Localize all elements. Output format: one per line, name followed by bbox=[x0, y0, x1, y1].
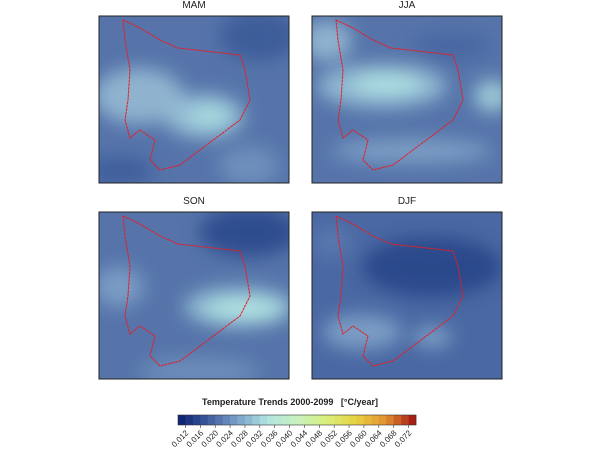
colorbar-cell bbox=[401, 415, 409, 425]
colorbar-cell bbox=[349, 415, 357, 425]
colorbar-cell bbox=[282, 415, 290, 425]
colorbar-title: Temperature Trends 2000-2099 [°C/year] bbox=[202, 397, 378, 407]
colorbar-cell bbox=[237, 415, 246, 425]
colorbar-cell bbox=[274, 415, 283, 425]
colorbar-cell bbox=[297, 415, 305, 425]
colorbar-cell bbox=[185, 415, 194, 425]
colorbar-cell bbox=[408, 415, 417, 425]
colorbar-cell bbox=[289, 415, 298, 425]
colorbar-cell bbox=[259, 415, 268, 425]
colorbar-cell bbox=[192, 415, 201, 425]
colorbar: 0.0120.0160.0200.0240.0280.0320.0360.040… bbox=[170, 414, 417, 449]
colorbar-cell bbox=[311, 415, 320, 425]
field bbox=[312, 212, 502, 379]
panel-jja: JJA bbox=[311, 0, 503, 184]
colorbar-cell bbox=[371, 415, 380, 425]
field bbox=[312, 16, 502, 183]
colorbar-cell bbox=[267, 415, 275, 425]
colorbar-cell bbox=[378, 415, 387, 425]
colorbar-cell bbox=[222, 415, 231, 425]
panel-djf: DJF bbox=[311, 196, 503, 380]
frame bbox=[311, 211, 503, 380]
panel-title: DJF bbox=[398, 196, 416, 207]
colorbar-cell bbox=[334, 415, 342, 425]
colorbar-cell bbox=[215, 415, 223, 425]
colorbar-cell bbox=[304, 415, 313, 425]
frame bbox=[98, 15, 290, 184]
colorbar-cell bbox=[341, 415, 350, 425]
colorbar-cell bbox=[230, 415, 238, 425]
panel-title: MAM bbox=[182, 0, 205, 11]
colorbar-tick-label: 0.072 bbox=[393, 428, 414, 449]
colorbar-cell bbox=[207, 415, 216, 425]
colorbar-cell bbox=[326, 415, 335, 425]
colorbar-cell bbox=[178, 415, 186, 425]
colorbar-cell bbox=[252, 415, 261, 425]
colorbar-cell bbox=[356, 415, 365, 425]
panel-son: SON bbox=[98, 196, 290, 380]
colorbar-cell bbox=[244, 415, 253, 425]
colorbar-cell bbox=[319, 415, 328, 425]
colorbar-cell bbox=[386, 415, 394, 425]
colorbar-cell bbox=[200, 415, 209, 425]
colorbar-frame bbox=[177, 414, 417, 426]
field bbox=[99, 16, 289, 183]
panel-title: JJA bbox=[399, 0, 416, 11]
panel-title: SON bbox=[183, 196, 205, 207]
colorbar-cell bbox=[393, 415, 402, 425]
frame bbox=[311, 15, 503, 184]
colorbar-cell bbox=[363, 415, 372, 425]
frame bbox=[98, 211, 290, 380]
panel-mam: MAM bbox=[98, 0, 290, 184]
